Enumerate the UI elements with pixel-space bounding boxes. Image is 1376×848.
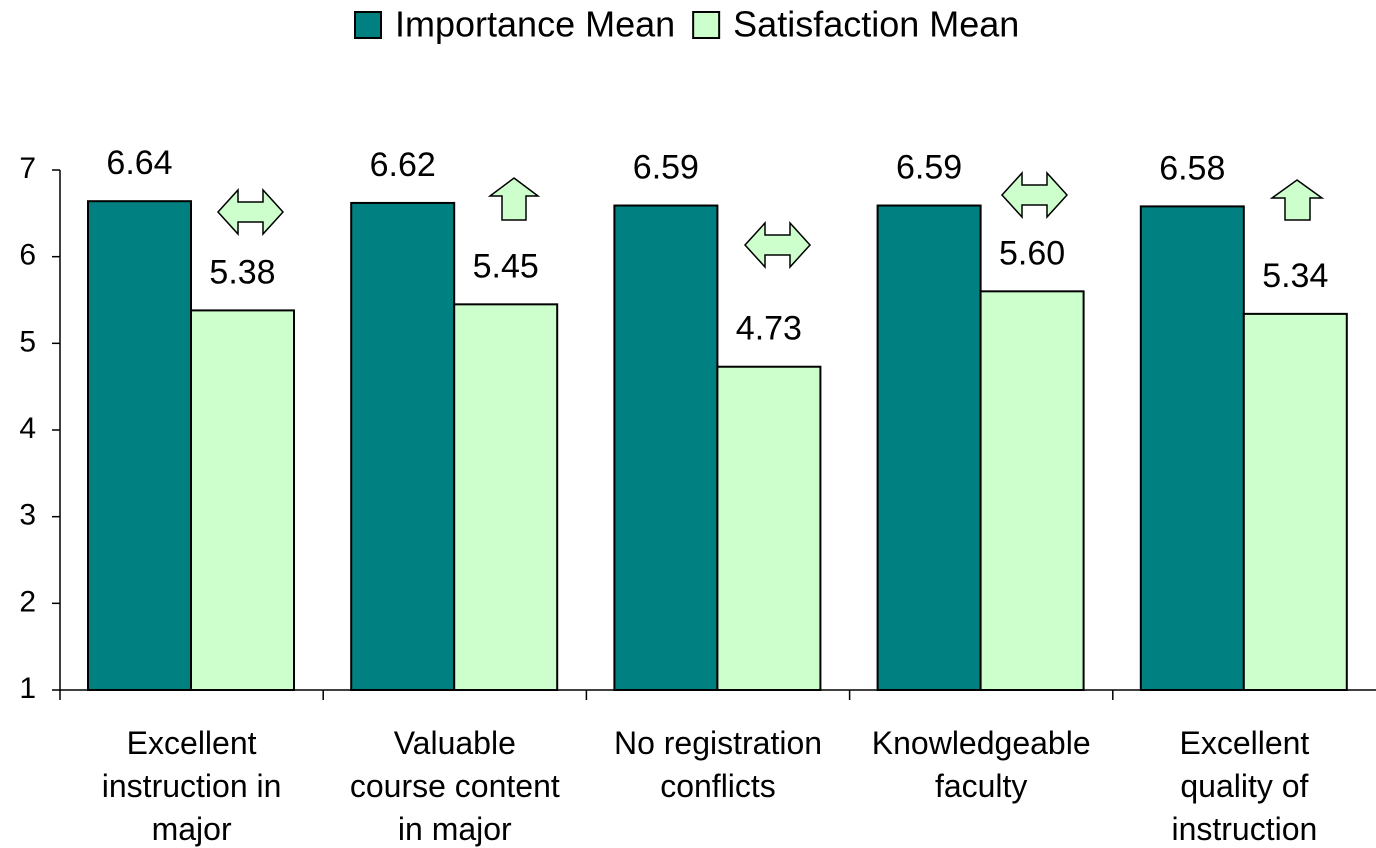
x-tick-label: Excellent quality of instruction [1171, 725, 1318, 847]
data-label: 4.73 [736, 310, 802, 348]
bar [453, 303, 559, 691]
y-tick-label: 4 [19, 412, 36, 445]
annotation-arrows [216, 171, 1325, 269]
up-arrow [1269, 179, 1325, 221]
data-label: 5.34 [1262, 257, 1328, 295]
double-arrow [1000, 171, 1069, 219]
y-tick-label: 6 [19, 239, 36, 272]
y-tick-label: 2 [19, 585, 36, 618]
y-tick-label: 3 [19, 499, 36, 532]
y-tick-label: 5 [19, 325, 36, 358]
double-arrow [743, 221, 812, 269]
data-label: 6.59 [633, 149, 699, 187]
bar [87, 200, 192, 691]
legend-swatch [692, 11, 721, 39]
x-tick-label: Knowledgeable faculty [871, 725, 1091, 804]
x-tick-label: No registration conflicts [613, 725, 823, 804]
y-tick-label: 1 [19, 672, 36, 705]
up-arrow [487, 177, 541, 221]
bar [350, 201, 456, 692]
bar [1242, 312, 1348, 691]
y-tick-label: 7 [19, 152, 36, 185]
x-tick-label: Valuable course content in major [349, 725, 560, 847]
data-label: 5.60 [999, 234, 1065, 272]
bar [190, 309, 295, 691]
data-label: 5.45 [473, 247, 539, 285]
bar [876, 204, 982, 692]
legend-label: Importance Mean [395, 4, 675, 45]
x-tick-label: Excellent instruction in major [101, 725, 282, 847]
legend-label: Satisfaction Mean [733, 4, 1019, 45]
data-label: 6.62 [370, 146, 436, 184]
bar [1139, 205, 1245, 691]
bar [716, 365, 822, 691]
data-label: 5.38 [209, 253, 275, 291]
double-arrow [216, 188, 285, 236]
data-label: 6.59 [896, 149, 962, 187]
data-label: 6.58 [1159, 149, 1225, 187]
bar [613, 204, 719, 692]
data-label: 6.64 [106, 144, 172, 182]
bar [979, 290, 1085, 691]
legend-swatch [354, 11, 382, 39]
